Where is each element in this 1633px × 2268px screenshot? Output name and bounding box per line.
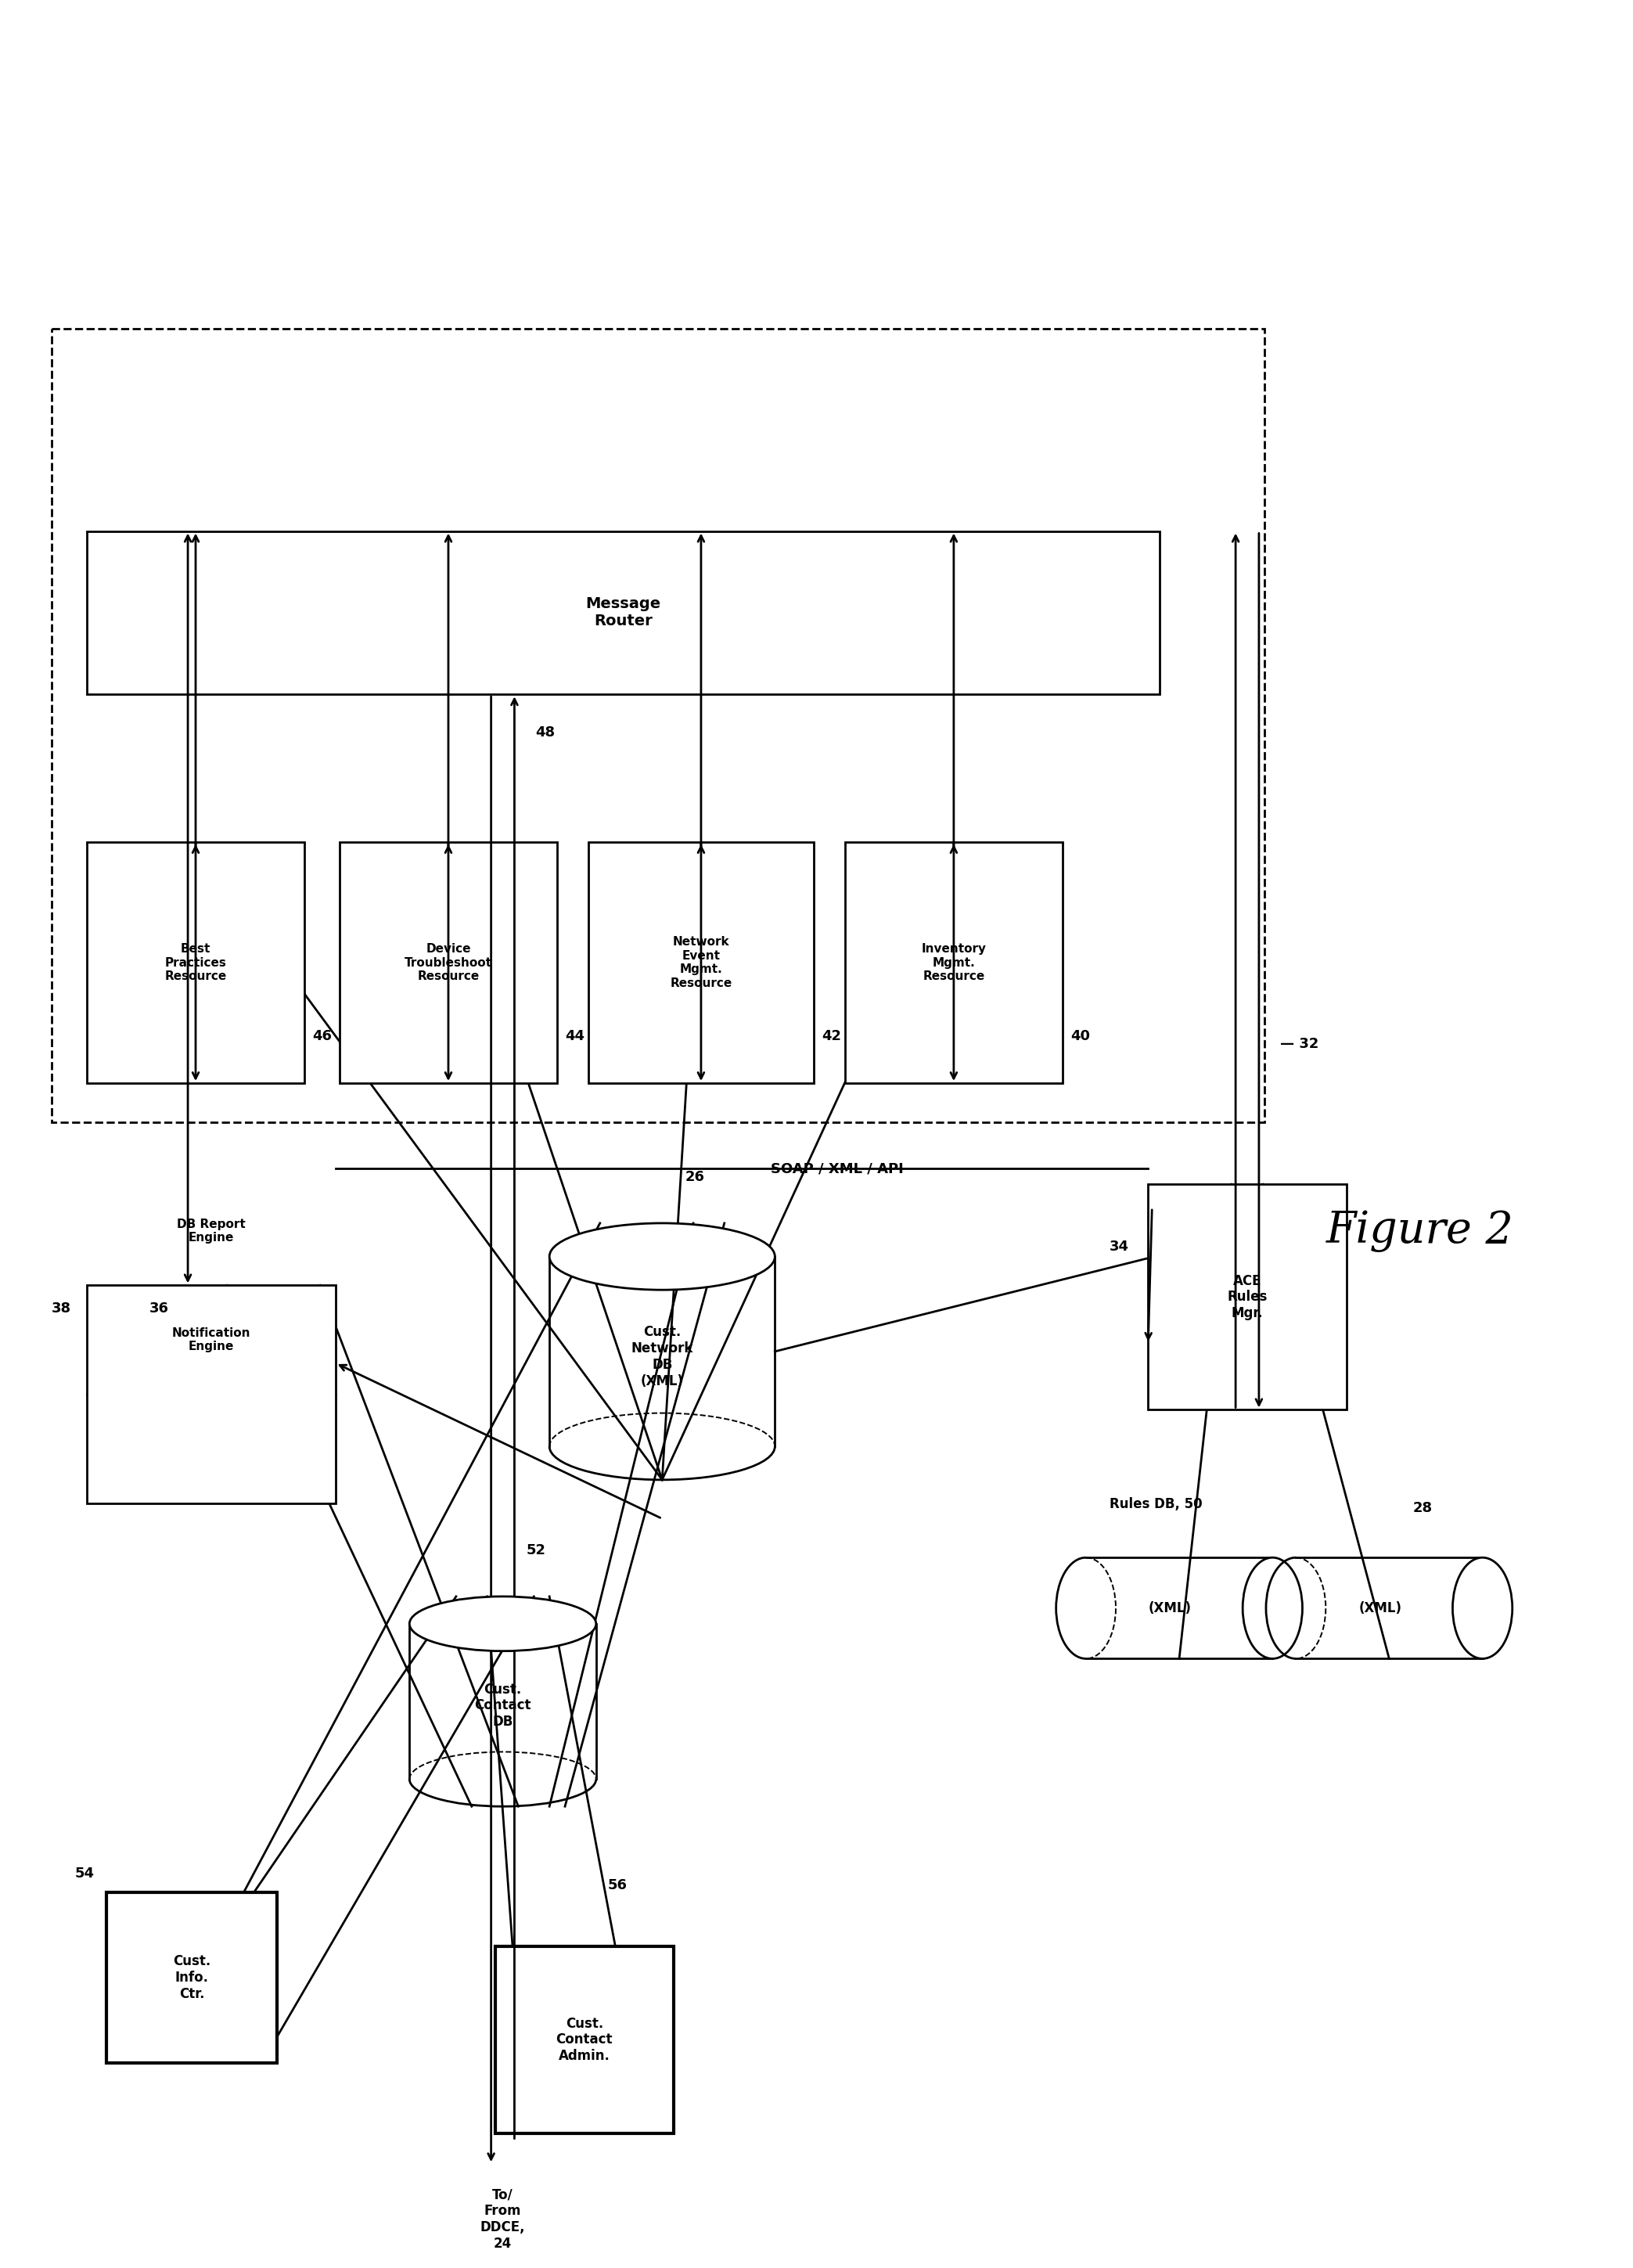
Ellipse shape: [410, 1597, 596, 1651]
Text: Best
Practices
Resource: Best Practices Resource: [165, 943, 227, 982]
Bar: [87, 531, 1159, 694]
Bar: [340, 841, 557, 1084]
Text: Network
Event
Mgmt.
Resource: Network Event Mgmt. Resource: [670, 937, 732, 989]
Text: Message
Router: Message Router: [586, 596, 661, 628]
Text: 28: 28: [1413, 1501, 1432, 1515]
Bar: [588, 841, 813, 1084]
Bar: [87, 841, 304, 1084]
Text: — 32: — 32: [1280, 1036, 1319, 1052]
Ellipse shape: [549, 1222, 776, 1290]
Text: (XML): (XML): [1148, 1601, 1192, 1615]
Text: Rules DB, 50: Rules DB, 50: [1109, 1497, 1202, 1510]
Text: 48: 48: [536, 726, 555, 739]
Text: To/
From
DDCE,
24: To/ From DDCE, 24: [480, 2189, 526, 2250]
Bar: [844, 841, 1063, 1084]
Text: Inventory
Mgmt.
Resource: Inventory Mgmt. Resource: [921, 943, 986, 982]
Text: Cust.
Info.
Ctr.: Cust. Info. Ctr.: [173, 1955, 211, 2000]
Text: 44: 44: [565, 1030, 585, 1043]
Text: 56: 56: [607, 1878, 627, 1892]
Ellipse shape: [1453, 1558, 1512, 1658]
Text: 38: 38: [52, 1302, 72, 1315]
Text: Cust.
Contact
Admin.: Cust. Contact Admin.: [557, 2016, 612, 2064]
Text: 46: 46: [312, 1030, 331, 1043]
Text: 26: 26: [686, 1170, 705, 1184]
Text: 54: 54: [75, 1867, 95, 1880]
Ellipse shape: [1243, 1558, 1303, 1658]
Text: Cust.
Network
DB
(XML): Cust. Network DB (XML): [630, 1325, 694, 1388]
Bar: [495, 1946, 674, 2134]
Text: 40: 40: [1070, 1030, 1089, 1043]
Text: DB Report
Engine: DB Report Engine: [176, 1218, 245, 1243]
Text: 42: 42: [821, 1030, 841, 1043]
Text: (XML): (XML): [1359, 1601, 1401, 1615]
Text: Figure 2: Figure 2: [1326, 1209, 1514, 1252]
Text: 34: 34: [1109, 1238, 1128, 1254]
Text: Cust.
Contact
DB: Cust. Contact DB: [475, 1683, 531, 1728]
Bar: [52, 329, 1264, 1123]
Text: 36: 36: [149, 1302, 168, 1315]
Text: ACE
Rules
Mgr.: ACE Rules Mgr.: [1226, 1275, 1267, 1320]
Text: 52: 52: [526, 1545, 545, 1558]
Bar: [106, 1892, 278, 2064]
Text: Device
Troubleshoot
Resource: Device Troubleshoot Resource: [405, 943, 492, 982]
Bar: [87, 1286, 336, 1504]
Bar: [1148, 1184, 1346, 1411]
Text: Notification
Engine: Notification Engine: [171, 1327, 250, 1352]
Text: SOAP / XML / API: SOAP / XML / API: [771, 1161, 903, 1175]
